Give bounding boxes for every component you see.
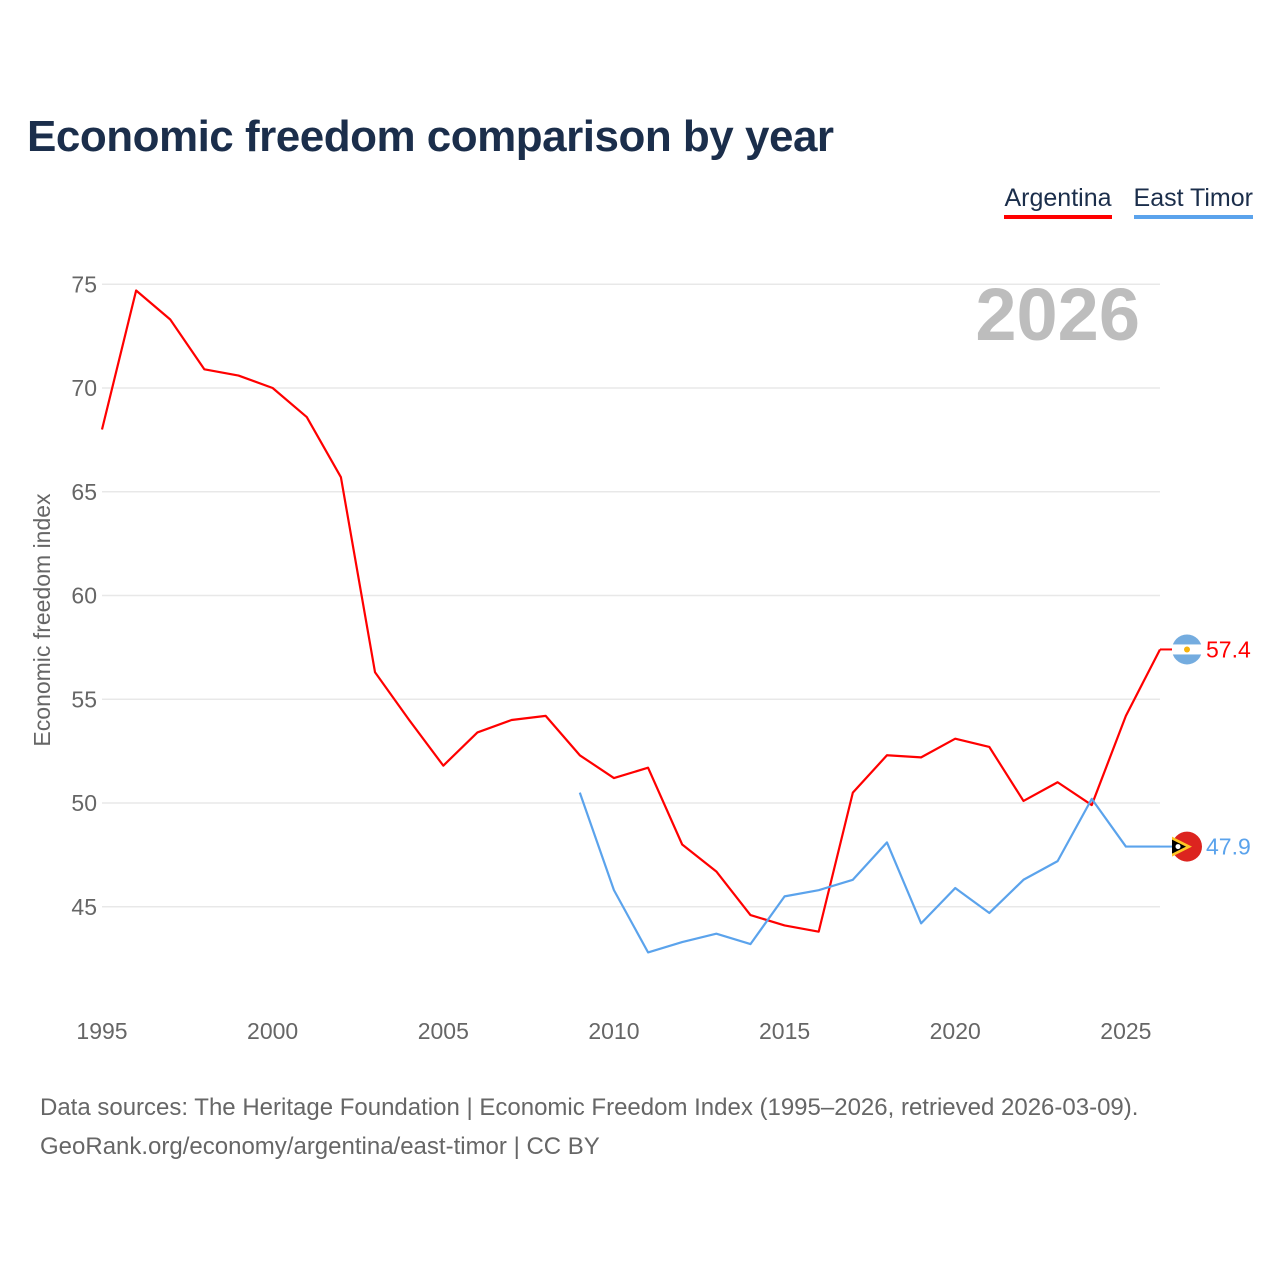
series-line-east-timor <box>578 792 1160 954</box>
x-tick-label: 2005 <box>418 1018 469 1044</box>
series-line-argentina <box>100 289 1161 933</box>
argentina-flag-icon-sun <box>1184 646 1190 653</box>
y-tick-label: 60 <box>71 583 97 609</box>
east-timor-flag-icon-star <box>1175 844 1181 850</box>
x-tick-label: 2015 <box>759 1018 810 1044</box>
y-tick-label: 55 <box>71 686 97 712</box>
data-sources: Data sources: The Heritage Foundation | … <box>40 1094 1139 1121</box>
chart-title: Economic freedom comparison by year <box>27 112 834 161</box>
footer: Data sources: The Heritage Foundation | … <box>40 1088 1138 1166</box>
legend: Argentina East Timor <box>1004 184 1253 219</box>
x-tick-label: 1995 <box>76 1018 127 1044</box>
end-value-label: 47.9 <box>1206 834 1251 860</box>
legend-argentina[interactable]: Argentina <box>1004 184 1112 219</box>
year-watermark: 2026 <box>975 273 1140 356</box>
source-link[interactable]: GeoRank.org/economy/argentina/east-timor… <box>40 1133 600 1160</box>
y-axis-label: Economic freedom index <box>29 493 55 747</box>
y-tick-label: 65 <box>71 479 97 505</box>
y-tick-label: 75 <box>71 271 97 297</box>
x-tick-label: 2010 <box>588 1018 639 1044</box>
y-tick-label: 45 <box>71 894 97 920</box>
line-chart: 45 50 55 60 65 70 75 1995 2000 2005 2010 2015 2020 20… <box>29 271 1251 1044</box>
y-tick-label: 70 <box>71 375 97 401</box>
legend-east-timor[interactable]: East Timor <box>1133 184 1253 219</box>
y-tick-label: 50 <box>71 790 97 816</box>
x-tick-label: 2000 <box>247 1018 298 1044</box>
end-value-label: 57.4 <box>1206 636 1251 662</box>
x-tick-label: 2020 <box>930 1018 981 1044</box>
x-tick-label: 2025 <box>1100 1018 1151 1044</box>
